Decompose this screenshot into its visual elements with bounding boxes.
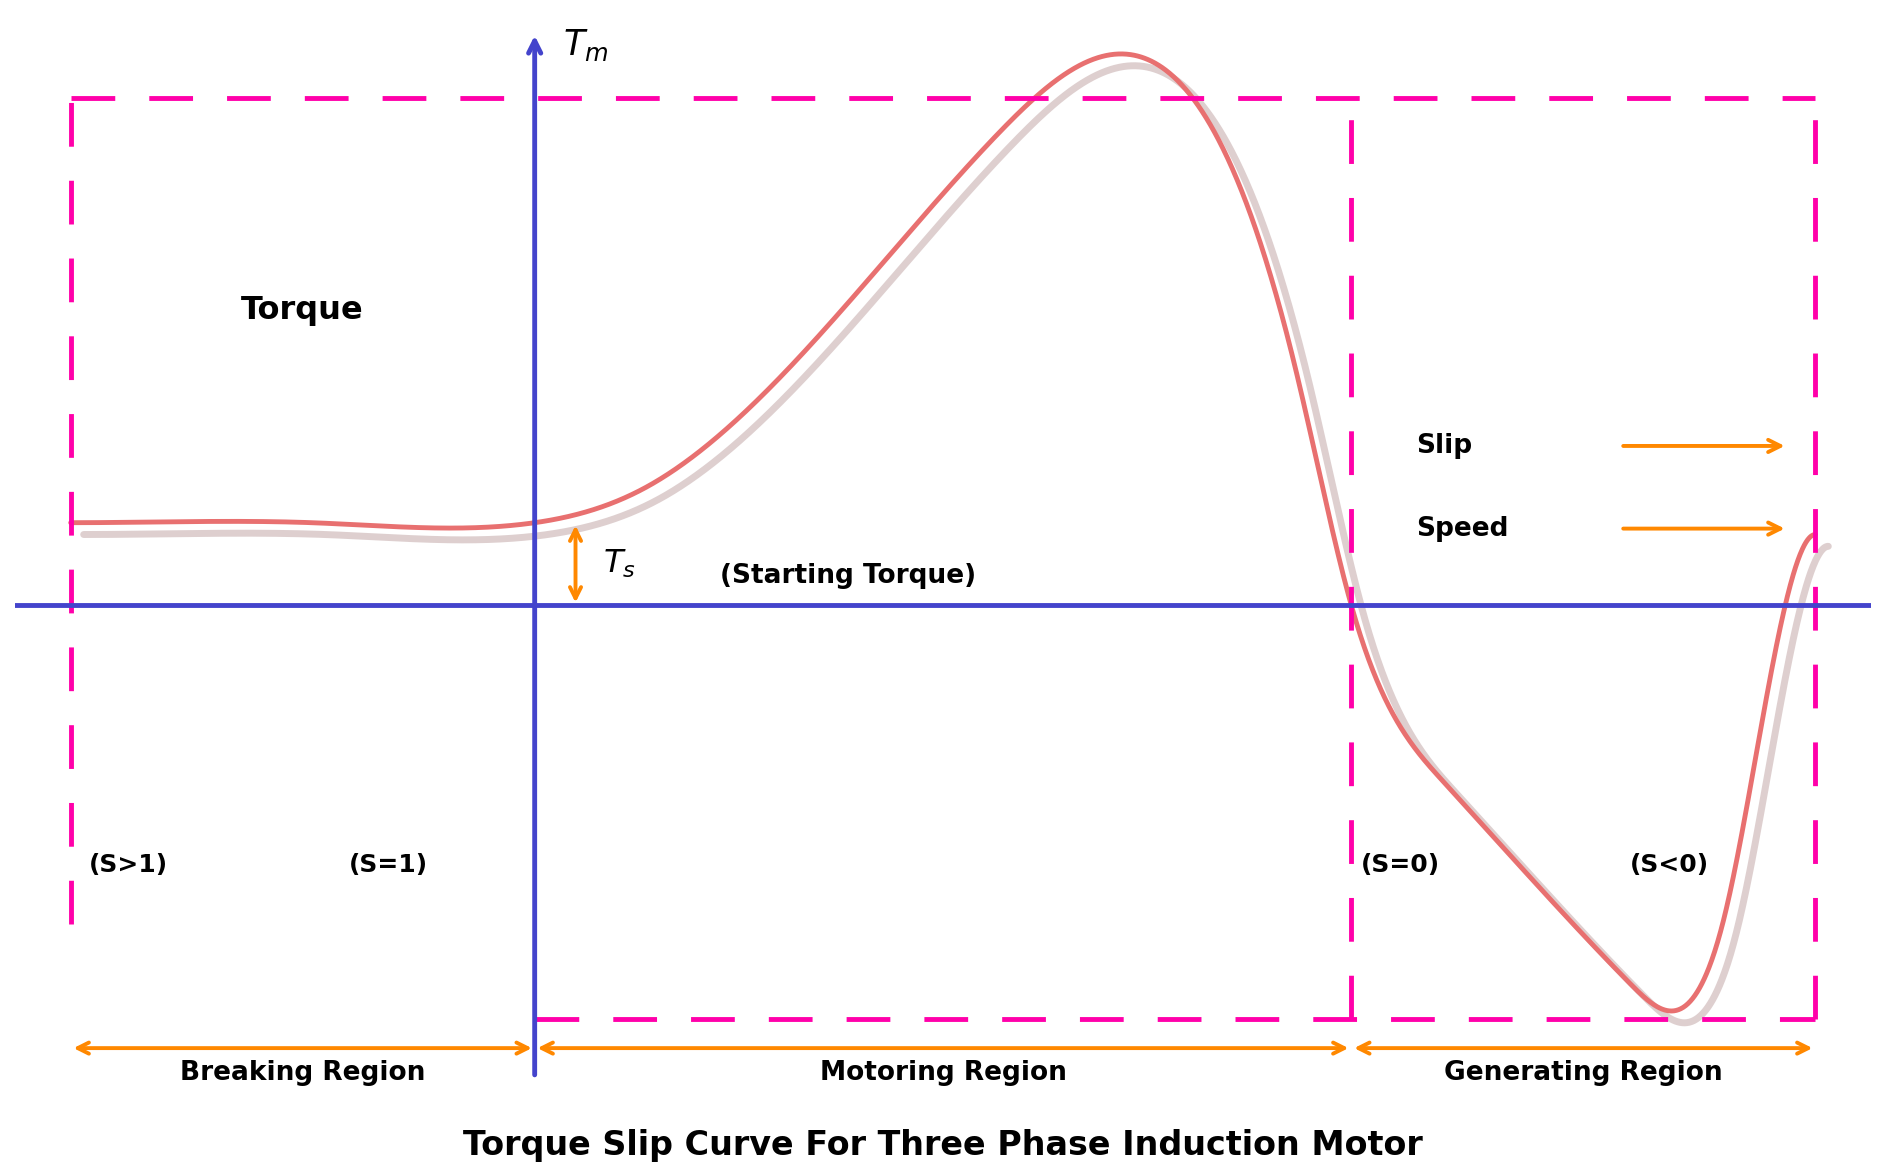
Text: Breaking Region: Breaking Region [179, 1060, 426, 1086]
Text: (Starting Torque): (Starting Torque) [720, 562, 977, 589]
Text: Torque: Torque [241, 295, 364, 325]
Text: $T_m$: $T_m$ [562, 27, 607, 62]
Text: Torque Slip Curve For Three Phase Induction Motor: Torque Slip Curve For Three Phase Induct… [464, 1129, 1422, 1162]
Text: Slip: Slip [1416, 433, 1473, 459]
Text: Speed: Speed [1416, 515, 1509, 541]
Text: Generating Region: Generating Region [1445, 1060, 1722, 1086]
Text: (S>1): (S>1) [89, 853, 168, 877]
Text: (S=0): (S=0) [1360, 853, 1439, 877]
Text: Motoring Region: Motoring Region [820, 1060, 1066, 1086]
Text: (S<0): (S<0) [1630, 853, 1709, 877]
Text: (S=1): (S=1) [349, 853, 428, 877]
Text: $T_s$: $T_s$ [604, 548, 636, 580]
